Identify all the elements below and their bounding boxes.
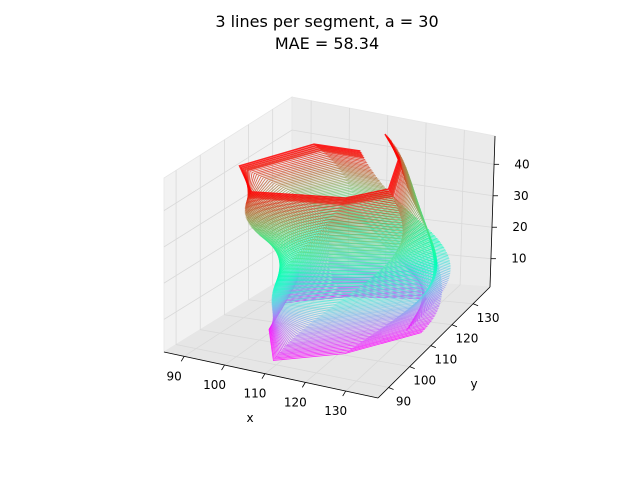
data-line	[245, 147, 405, 213]
y-tick-mark	[451, 324, 458, 328]
data-line	[244, 153, 408, 219]
data-line	[246, 142, 403, 208]
data-line	[254, 188, 426, 249]
x-tick-label: 100	[203, 378, 226, 392]
data-line	[256, 190, 427, 251]
data-line	[245, 166, 414, 231]
data-line	[271, 248, 451, 309]
data-line	[245, 165, 413, 230]
data-line	[242, 136, 401, 203]
x-tick-mark	[180, 356, 185, 362]
chart-title: 3 lines per segment, a = 30	[215, 12, 438, 31]
axis-lines	[163, 135, 500, 399]
data-line	[245, 145, 404, 211]
x-axis-line	[163, 351, 379, 399]
data-line	[271, 244, 450, 304]
data-line	[244, 155, 408, 221]
grid-line	[163, 166, 494, 248]
data-line	[264, 204, 433, 261]
z-tick-label: 30	[513, 189, 528, 203]
grid-line	[223, 139, 431, 347]
x-tick-label: 110	[243, 387, 266, 401]
data-line	[251, 183, 423, 245]
grid-line	[163, 129, 495, 211]
data-line	[244, 161, 412, 227]
data-line	[268, 210, 435, 265]
data-line	[272, 214, 436, 270]
x-axis-label: x	[246, 411, 253, 425]
x-tick-label: 90	[167, 369, 182, 383]
data-line	[244, 138, 402, 204]
data-line	[271, 257, 450, 320]
grid-line	[272, 109, 474, 305]
z-axis-line	[489, 135, 496, 288]
y-tick-label: 110	[434, 353, 457, 367]
chart-subtitle: MAE = 58.34	[275, 34, 379, 53]
data-line	[247, 141, 402, 207]
data-line	[240, 135, 401, 201]
x-tick-label: 130	[324, 404, 347, 418]
y-tick-mark	[409, 366, 415, 369]
data-line	[250, 181, 422, 243]
data-line	[245, 163, 413, 228]
x-tick-mark	[221, 364, 225, 371]
y-tick-label: 100	[413, 374, 436, 388]
z-tick-label: 40	[514, 157, 529, 171]
y-tick-label: 90	[396, 395, 411, 409]
data-line	[244, 156, 409, 222]
x-tick-label: 120	[284, 395, 307, 409]
data-line	[246, 139, 402, 206]
y-tick-label: 130	[477, 311, 500, 325]
y-tick-mark	[388, 387, 394, 390]
data-line	[273, 234, 445, 291]
data-line	[250, 179, 421, 242]
data-line	[246, 168, 415, 233]
data-lines	[238, 133, 451, 361]
z-tick-label: 10	[511, 252, 526, 266]
data-line	[244, 160, 411, 225]
grid-line	[345, 130, 465, 392]
data-line	[248, 175, 419, 239]
data-line	[244, 152, 407, 218]
data-line	[271, 212, 436, 268]
data-line	[269, 211, 435, 267]
data-line	[267, 208, 434, 264]
z-tick-label: 20	[512, 220, 527, 234]
x-tick-mark	[301, 382, 306, 388]
data-line	[252, 185, 424, 246]
data-line	[246, 170, 416, 234]
data-line	[265, 206, 433, 262]
x-tick-mark	[261, 373, 266, 379]
x-tick-mark	[342, 390, 347, 397]
data-line	[238, 133, 401, 199]
data-line	[263, 202, 432, 260]
data-line	[247, 174, 418, 237]
y-axis-line	[377, 286, 491, 399]
y-tick-label: 120	[456, 332, 479, 346]
grid-line	[175, 170, 389, 388]
data-line	[245, 148, 405, 215]
data-line	[253, 186, 425, 248]
data-line	[262, 200, 431, 258]
data-line	[246, 144, 404, 210]
data-line	[247, 172, 417, 236]
y-axis-label: y	[470, 377, 477, 391]
y-tick-mark	[430, 345, 436, 349]
data-line	[249, 177, 420, 240]
data-line	[244, 158, 410, 224]
data-line	[244, 150, 406, 216]
y-tick-mark	[472, 303, 479, 307]
